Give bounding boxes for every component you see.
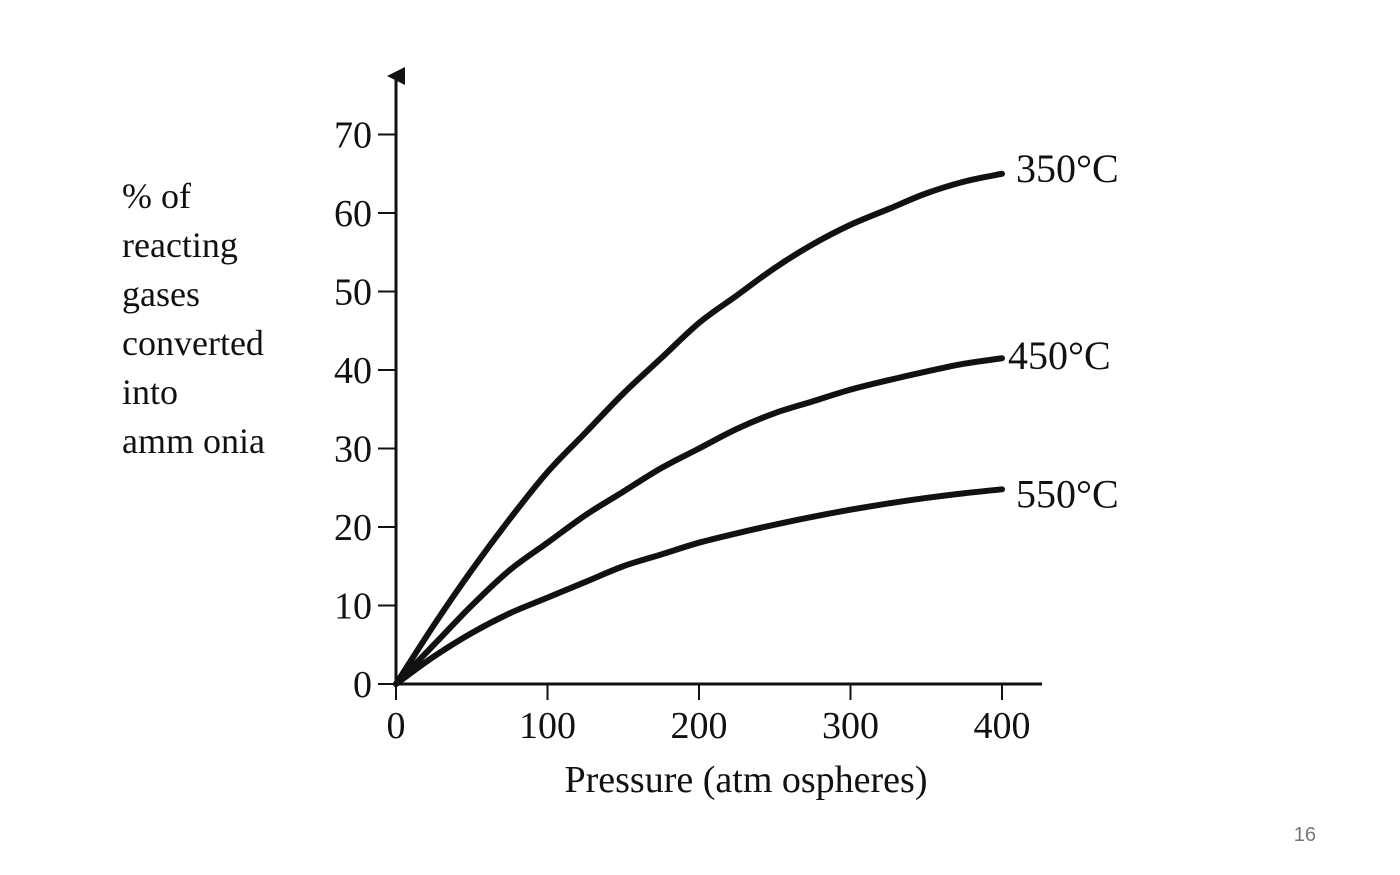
y-axis-label-line: into	[122, 372, 178, 412]
x-tick-label: 300	[822, 705, 879, 747]
series-label-2: 450°C	[1008, 333, 1111, 378]
y-axis-label-line: % of	[122, 176, 191, 216]
y-axis-label: % of reacting gases converted into amm onia	[122, 176, 265, 461]
y-tick-label: 10	[334, 586, 372, 628]
series-labels: 350°C 450°C 550°C	[1008, 146, 1119, 517]
chart-axes	[387, 67, 1042, 686]
series-label-3: 550°C	[1016, 471, 1119, 516]
y-axis-label-line: reacting	[122, 225, 238, 265]
series-line-2	[393, 355, 1005, 687]
x-tick-label: 0	[387, 705, 406, 747]
y-tick-label: 20	[334, 507, 372, 549]
y-axis-label-line: gases	[122, 274, 200, 314]
y-axis-label-line: converted	[122, 323, 264, 363]
y-tick-label: 70	[334, 115, 372, 157]
x-tick-label: 100	[519, 705, 576, 747]
chart-series	[393, 170, 1005, 687]
x-tick-label: 400	[974, 705, 1031, 747]
y-tick-label: 60	[334, 193, 372, 235]
y-tick-label: 30	[334, 429, 372, 471]
series-line-3	[393, 486, 1005, 687]
x-axis-label: Pressure (atm ospheres)	[564, 759, 927, 801]
page-number: 16	[1293, 824, 1316, 846]
y-tick-label: 40	[334, 350, 372, 392]
y-tick-label: 50	[334, 272, 372, 314]
series-label-1: 350°C	[1016, 146, 1119, 191]
y-axis-ticks: 0 10 20 30 40 50 60 70	[334, 115, 396, 706]
x-axis-ticks: 0 100 200 300 400	[387, 684, 1031, 747]
y-tick-label: 0	[353, 664, 372, 706]
y-axis-label-line: amm onia	[122, 421, 265, 461]
x-tick-label: 200	[671, 705, 728, 747]
series-line-1	[393, 170, 1005, 687]
